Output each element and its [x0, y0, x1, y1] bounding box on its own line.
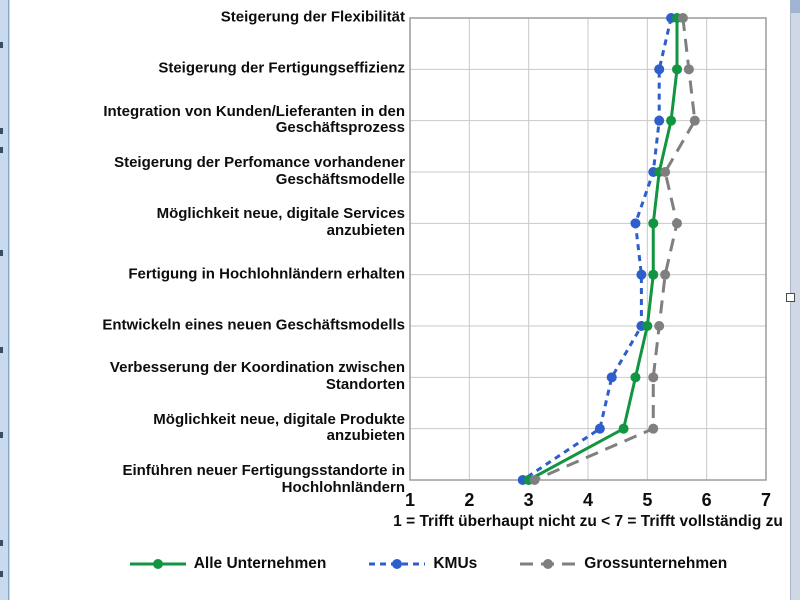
legend-item-grossunternehmen: Grossunternehmen — [519, 555, 727, 573]
data-point-grossunternehmen — [660, 167, 671, 177]
data-point-grossunternehmen — [529, 475, 540, 485]
category-label: Einführen neuer Fertigungsstandorte in H… — [122, 462, 405, 496]
legend: Alle Unternehmen KMUs Grossunternehmen — [68, 555, 788, 573]
plot-border — [409, 17, 767, 481]
data-point-grossunternehmen — [677, 13, 688, 23]
resize-handle[interactable] — [786, 293, 795, 302]
category-label: Steigerung der Perfomance vorhandener Ge… — [114, 154, 405, 188]
series-line-alle-unternehmen — [527, 18, 679, 482]
left-edge-artifact — [0, 571, 3, 577]
left-edge-strip — [0, 0, 10, 600]
left-edge-line — [8, 0, 9, 600]
data-point-grossunternehmen — [672, 218, 682, 229]
data-point-kmus — [594, 423, 605, 434]
legend-marker-icon — [129, 559, 186, 569]
left-edge-artifact — [0, 432, 3, 438]
x-tick-label: 1 — [404, 490, 415, 510]
series-line-kmus — [521, 17, 673, 482]
data-point-grossunternehmen — [660, 269, 671, 280]
scrollbar-thumb[interactable] — [791, 0, 800, 13]
category-label: Steigerung der Flexibilität — [220, 8, 405, 26]
x-tick-label: 2 — [464, 490, 475, 510]
data-point-grossunternehmen — [648, 423, 659, 434]
data-point-alle-unternehmen — [630, 372, 641, 383]
x-tick-label: 7 — [760, 490, 771, 510]
left-edge-artifact — [0, 250, 3, 256]
data-point-grossunternehmen — [689, 115, 700, 126]
data-point-alle-unternehmen — [648, 218, 659, 229]
left-edge-artifact — [0, 540, 3, 546]
x-tick-label: 6 — [701, 490, 712, 510]
legend-marker-icon — [369, 559, 426, 569]
left-edge-artifact — [0, 42, 3, 48]
data-point-grossunternehmen — [648, 372, 659, 383]
category-label: Integration von Kunden/Lieferanten in de… — [103, 102, 405, 137]
data-point-alle-unternehmen — [642, 321, 653, 331]
left-edge-artifact — [0, 347, 3, 353]
category-label: Fertigung in Hochlohnländern erhalten — [128, 265, 405, 283]
data-point-grossunternehmen — [654, 321, 665, 331]
series-line-grossunternehmen — [534, 17, 697, 482]
data-point-kmus — [636, 269, 647, 280]
data-point-kmus — [654, 115, 665, 126]
data-point-kmus — [654, 64, 665, 75]
category-label: Steigerung der Fertigungseffizienz — [158, 59, 405, 77]
legend-label: Alle Unternehmen — [193, 555, 327, 572]
data-point-kmus — [606, 372, 617, 383]
category-label: Möglichkeit neue, digitale Services anzu… — [156, 205, 405, 240]
category-label: Möglichkeit neue, digitale Produkte anzu… — [153, 410, 405, 445]
data-point-alle-unternehmen — [666, 115, 677, 126]
data-point-kmus — [630, 218, 641, 229]
legend-item-alle-unternehmen: Alle Unternehmen — [129, 555, 327, 573]
x-axis-title: 1 = Trifft überhaupt nicht zu < 7 = Trif… — [393, 513, 783, 530]
data-point-alle-unternehmen — [672, 64, 682, 75]
x-tick-label: 3 — [523, 490, 534, 510]
right-scrollbar[interactable] — [786, 0, 800, 600]
data-point-grossunternehmen — [683, 64, 694, 75]
legend-label: KMUs — [433, 555, 478, 572]
category-label: Verbesserung der Koordination zwischen S… — [109, 359, 405, 394]
x-tick-label: 4 — [582, 490, 593, 510]
data-point-alle-unternehmen — [648, 269, 659, 280]
legend-marker-icon — [520, 559, 577, 569]
left-edge-artifact — [0, 128, 3, 134]
data-point-alle-unternehmen — [618, 423, 629, 434]
x-tick-label: 5 — [642, 490, 653, 510]
category-label: Entwickeln eines neuen Geschäftsmodells — [102, 316, 405, 334]
left-edge-artifact — [0, 147, 3, 153]
legend-item-kmus: KMUs — [368, 555, 477, 573]
legend-label: Grossunternehmen — [584, 555, 728, 572]
